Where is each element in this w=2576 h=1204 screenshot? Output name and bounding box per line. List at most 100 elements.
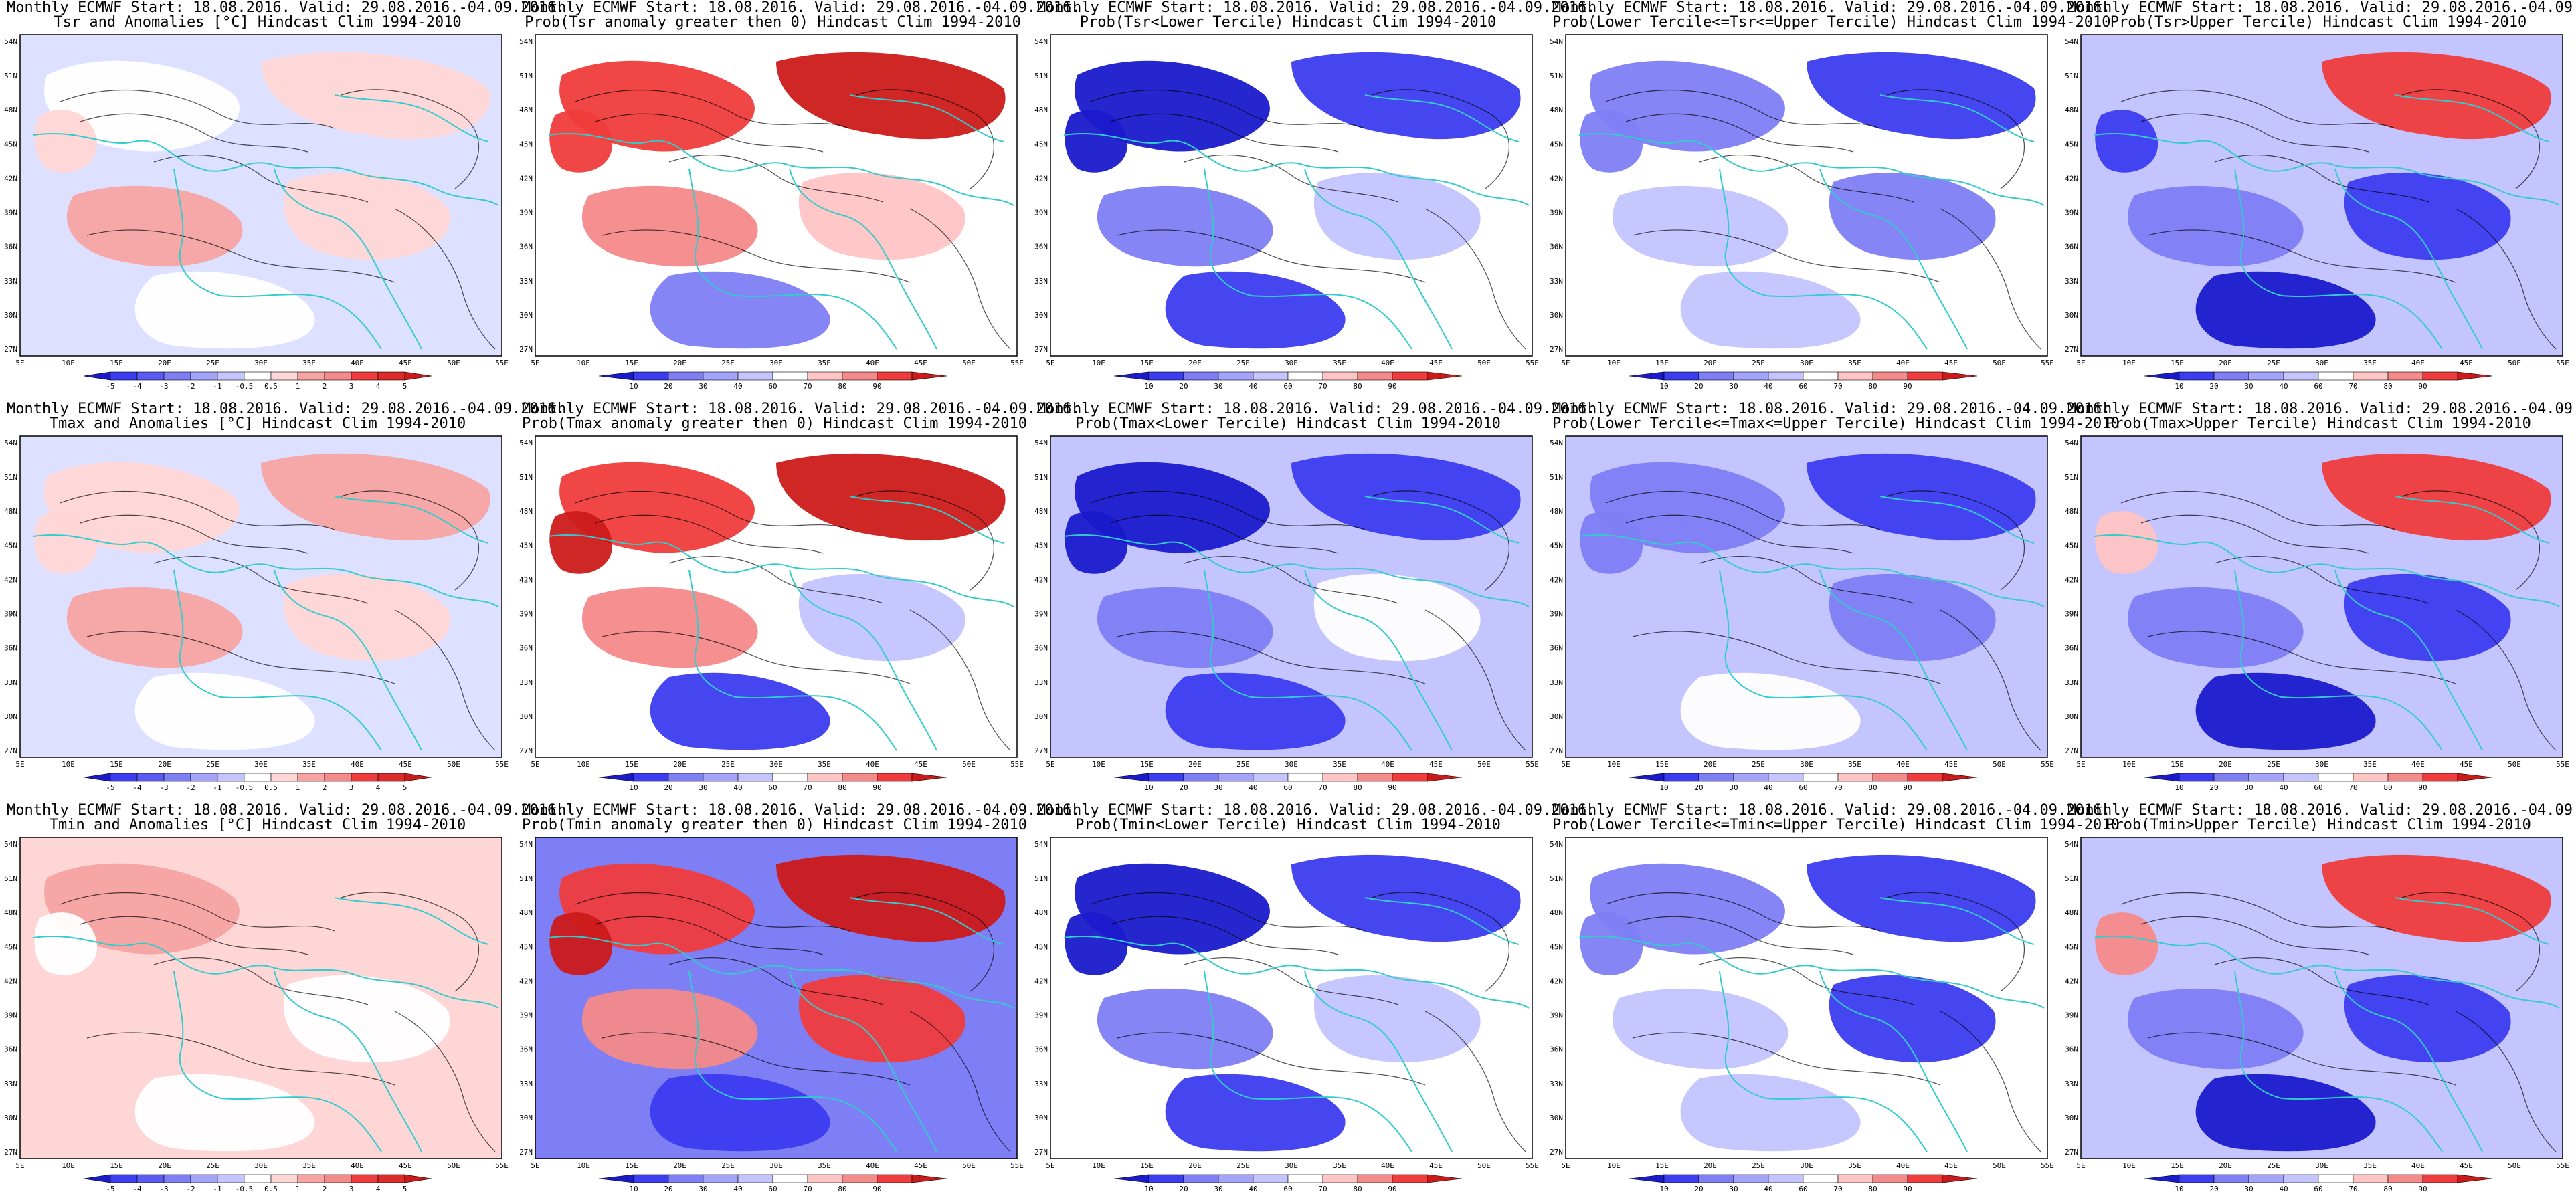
lon-tick-label: 55E [2556,1161,2569,1170]
shaded-region [875,270,1014,350]
contour-line [2140,514,2369,554]
lon-tick-label: 5E [531,1161,539,1170]
color-bar-segment [1698,773,1734,782]
shaded-region [1680,271,1861,349]
shaded-region [1612,587,1788,668]
color-bar-label: 60 [768,783,777,792]
color-bar-segment [83,1174,111,1183]
panel-title-line1: Monthly ECMWF Start: 18.08.2016. Valid: … [2067,0,2576,16]
lat-tick-label: 48N [2065,507,2078,516]
shaded-region [1829,573,1996,662]
contour-line [1110,514,1339,554]
lon-tick-label: 40E [1896,359,1910,367]
color-bar-label: 40 [2279,783,2288,792]
contour-line [668,154,884,203]
color-bar-segment [2179,1174,2215,1183]
shaded-region [1291,854,1521,942]
contour-line [1699,957,1914,1005]
color-bar-label: 2 [323,783,327,792]
lon-tick-label: 20E [673,359,686,367]
shaded-region [798,172,965,260]
shaded-region [2195,271,2376,349]
contour-line [86,229,395,283]
contour-line [1605,89,1881,129]
shaded-region [2195,672,2376,750]
lon-tick-label: 55E [2556,359,2569,367]
forecast-map: 54N 51N 48N 45N 42N 39N 36N 33N 30N 27N 5E 10E 15E 20… [519,435,1024,792]
lat-tick-label: 36N [4,243,17,252]
contour-line [1371,892,1509,992]
color-bar-segment [1427,371,1463,381]
coastline [1766,294,1928,350]
color-bar-label: 80 [1353,783,1362,792]
coastline [1364,94,1520,142]
color-bar-label: 4 [376,382,381,391]
lon-tick-label: 15E [625,359,638,367]
lat-tick-label: 54N [519,37,533,46]
color-bar-segment [190,773,218,782]
lat-tick-label: 48N [519,106,533,114]
color-bar-segment [2457,1174,2493,1183]
lat-tick-label: 51N [1034,72,1048,80]
panel-title-line1: Monthly ECMWF Start: 18.08.2016. Valid: … [522,401,1081,417]
shaded-region [34,110,98,173]
shaded-region [34,511,98,574]
color-bar-label: 10 [2175,783,2183,792]
color-bar-segment [1803,773,1839,782]
contour-line [2214,957,2429,1005]
lat-tick-label: 39N [1550,1011,1563,1020]
color-bar-label: 70 [1833,783,1842,792]
color-bar-segment [377,773,405,782]
color-bar-label: 20 [664,1185,672,1193]
contour-line [394,208,496,350]
lon-tick-label: 5E [1046,359,1054,367]
lon-tick-label: 10E [577,760,590,769]
coastline [1204,569,1252,698]
lon-tick-label: 5E [15,359,24,367]
map-frame [2080,837,2563,1159]
lat-tick-label: 33N [4,678,17,687]
lat-tick-label: 42N [519,575,533,584]
lon-tick-label: 55E [1010,359,1024,367]
color-bar-segment [2353,1174,2389,1183]
lat-tick-label: 27N [519,746,533,755]
coastline [688,168,737,296]
color-bar: 10 20 30 40 60 70 80 90 [1113,773,1463,792]
contour-line [1632,229,1941,283]
lat-tick-label: 45N [1550,942,1563,951]
lon-tick-label: 10E [2122,760,2136,769]
color-bar-label: 4 [376,783,381,792]
coastline [1578,132,2045,206]
lon-tick-label: 50E [2508,760,2521,769]
lat-tick-label: 51N [4,473,17,482]
shaded-region [2322,854,2551,942]
map-frame [535,34,1018,357]
color-bar-segment [110,371,138,381]
lon-tick-label: 30E [1800,359,1813,367]
forecast-panel: Monthly ECMWF Start: 18.08.2016. Valid: … [1030,401,1595,803]
lat-tick-label: 45N [4,140,17,148]
color-bar-label: 30 [1729,1185,1738,1193]
color-bar-label: -1 [213,382,221,391]
color-bar-label: 40 [1764,1185,1772,1193]
lon-tick-label: 20E [1704,359,1717,367]
shaded-region [1097,988,1273,1070]
lat-tick-label: 42N [1550,977,1563,985]
forecast-panel: Monthly ECMWF Start: 18.08.2016. Valid: … [1030,0,1595,401]
color-bar: 10 20 30 40 60 70 80 90 [1113,1174,1463,1193]
contour-line [1940,208,2041,350]
lon-tick-label: 30E [254,760,268,769]
lat-tick-label: 48N [1550,908,1563,917]
lat-tick-label: 27N [519,345,533,354]
color-bar-segment [772,1174,808,1183]
lon-tick-label: 5E [531,760,539,769]
lat-tick-label: 30N [4,1114,17,1122]
color-bar-segment [1733,1174,1769,1183]
color-bar-label: 60 [1799,382,1807,391]
color-bar-label: 90 [2418,783,2427,792]
shaded-region [1807,52,2036,140]
lon-tick-label: 20E [2219,359,2232,367]
coastline [849,496,1004,544]
color-bar-segment [1357,371,1393,381]
shaded-region [261,854,490,942]
